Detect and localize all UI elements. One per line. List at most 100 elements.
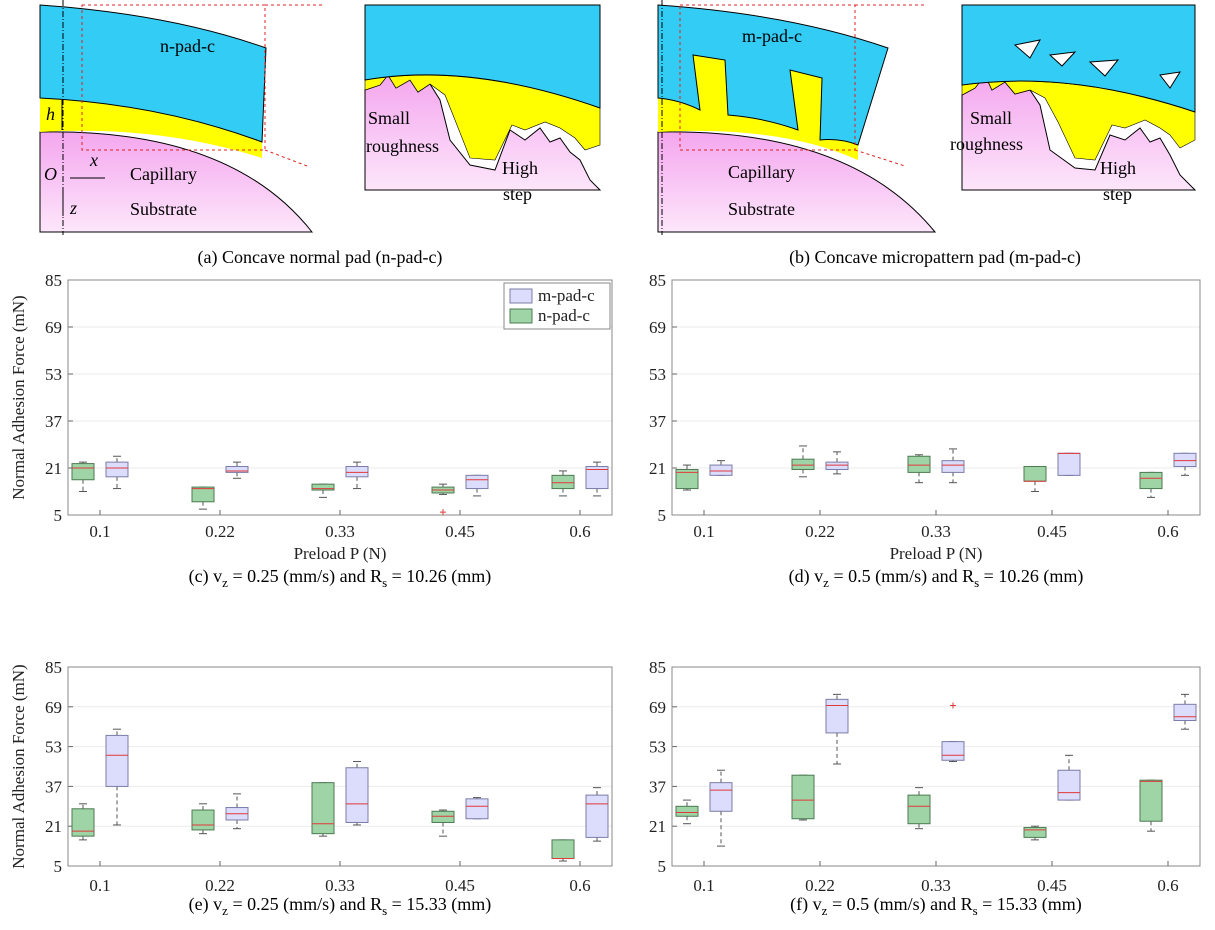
label: Capillary	[728, 162, 795, 182]
label: step	[1103, 184, 1132, 204]
y-tick-label: 53	[649, 365, 666, 384]
box-body	[1139, 779, 1163, 822]
box-body	[191, 486, 215, 503]
box-body	[941, 741, 965, 761]
x-tick-label: 0.22	[205, 522, 235, 541]
y-tick-label: 69	[649, 698, 666, 717]
box	[1173, 452, 1197, 476]
title-part: (f) v	[790, 894, 821, 915]
box	[431, 483, 455, 516]
box	[191, 803, 215, 835]
box-body	[709, 782, 733, 812]
plot-frame	[67, 666, 613, 867]
chart-title: (f) vz = 0.5 (mm/s) and Rs = 15.33 (mm)	[790, 894, 1082, 918]
plot-frame	[671, 279, 1201, 516]
box-body	[585, 794, 609, 838]
x-tick-label: 0.45	[1037, 876, 1067, 895]
box	[105, 728, 129, 826]
x-axis-label: Preload P (N)	[890, 544, 983, 563]
y-tick-label: 5	[54, 857, 63, 876]
box	[1023, 825, 1047, 841]
box	[1057, 452, 1081, 476]
label: Small	[368, 108, 410, 128]
box	[1023, 466, 1047, 492]
box	[791, 445, 815, 478]
y-tick-label: 21	[649, 817, 666, 836]
box	[311, 483, 335, 498]
title-part: = 10.26 (mm)	[387, 566, 491, 587]
box-body	[825, 461, 849, 470]
y-tick-label: 53	[45, 365, 62, 384]
box-body	[675, 468, 699, 490]
y-tick-label: 69	[649, 318, 666, 337]
box-body	[71, 808, 95, 837]
label: Substrate	[728, 199, 795, 219]
title-part: s	[382, 903, 387, 918]
label: High	[1100, 158, 1136, 178]
title-part: = 0.5 (mm/s) and R	[829, 566, 974, 587]
box-body	[709, 464, 733, 476]
label: roughness	[950, 134, 1023, 154]
box-body	[1173, 452, 1197, 468]
title-part: s	[974, 575, 979, 590]
legend-swatch	[509, 288, 533, 304]
box	[585, 461, 609, 497]
box	[465, 797, 489, 820]
box-body	[191, 809, 215, 831]
box	[1139, 471, 1163, 498]
box	[825, 693, 849, 765]
label: n-pad-c	[160, 36, 215, 56]
y-tick-label: 53	[45, 738, 62, 757]
box-body	[791, 774, 815, 820]
box-body	[465, 474, 489, 490]
title-part: z	[222, 903, 228, 918]
title-part: (e) v	[189, 894, 222, 915]
title-part: s	[973, 903, 978, 918]
box	[825, 451, 849, 475]
box-body	[105, 734, 129, 787]
box-body	[825, 698, 849, 734]
y-tick-label: 21	[45, 459, 62, 478]
box-body	[1057, 769, 1081, 801]
box	[105, 455, 129, 490]
box	[791, 774, 815, 821]
label: O	[44, 164, 57, 184]
box	[225, 793, 249, 830]
x-tick-label: 0.45	[445, 522, 475, 541]
label: x	[89, 150, 98, 170]
legend-label: m-pad-c	[538, 286, 595, 305]
y-tick-label: 85	[45, 658, 62, 677]
box	[1139, 779, 1163, 832]
label: m-pad-c	[742, 26, 802, 46]
diagram-a-zoom: Small roughness High step	[364, 4, 602, 204]
box	[709, 460, 733, 476]
box-body	[551, 474, 575, 490]
x-tick-label: 0.1	[693, 522, 714, 541]
x-tick-label: 0.6	[1157, 522, 1178, 541]
box	[191, 486, 215, 510]
box-body	[907, 794, 931, 825]
box	[465, 474, 489, 497]
box	[907, 787, 931, 830]
y-tick-label: 21	[45, 817, 62, 836]
title-part: = 0.5 (mm/s) and R	[827, 894, 972, 915]
y-tick-label: 37	[45, 412, 63, 431]
box-body	[465, 798, 489, 820]
label: Substrate	[130, 199, 197, 219]
box	[709, 769, 733, 847]
title-part: = 15.33 (mm)	[978, 894, 1082, 915]
y-tick-label: 69	[45, 318, 62, 337]
label: h	[46, 104, 55, 124]
box-body	[941, 460, 965, 473]
box-body	[1139, 471, 1163, 490]
legend-swatch	[509, 308, 533, 324]
box	[675, 464, 699, 491]
title-part: z	[822, 903, 828, 918]
chart-title: (e) vz = 0.25 (mm/s) and Rs = 15.33 (mm)	[189, 894, 492, 918]
x-tick-label: 0.1	[89, 876, 110, 895]
diagram-b: m-pad-c Capillary Substrate	[657, 0, 937, 235]
y-tick-label: 37	[649, 777, 667, 796]
chart-title: (d) vz = 0.5 (mm/s) and Rs = 10.26 (mm)	[789, 566, 1084, 590]
x-tick-label: 0.22	[205, 876, 235, 895]
